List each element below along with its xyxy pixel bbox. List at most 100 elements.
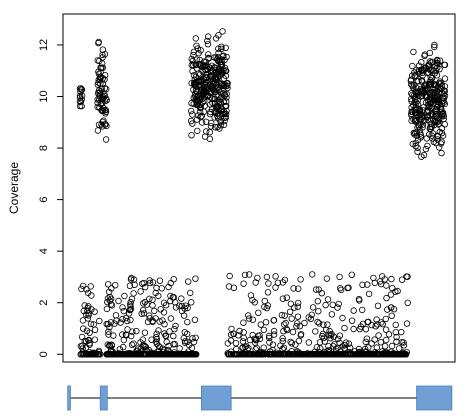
- data-point: [140, 310, 148, 317]
- data-point: [436, 57, 444, 64]
- data-point: [209, 85, 217, 93]
- data-point: [188, 79, 195, 87]
- data-point: [224, 79, 231, 87]
- data-point: [170, 276, 177, 283]
- data-point: [383, 294, 390, 302]
- data-point: [439, 111, 446, 118]
- data-point: [181, 329, 188, 336]
- data-point: [370, 351, 377, 358]
- data-point: [211, 66, 218, 73]
- data-point: [103, 351, 110, 358]
- data-point: [344, 284, 351, 292]
- data-point: [245, 271, 253, 278]
- data-point: [432, 89, 439, 97]
- data-point: [195, 50, 202, 57]
- data-point: [192, 96, 199, 103]
- data-point: [258, 351, 265, 358]
- data-point: [348, 351, 355, 358]
- data-point: [286, 308, 294, 315]
- data-point: [413, 84, 420, 92]
- data-point: [127, 332, 135, 340]
- exon-block: [67, 385, 71, 411]
- data-point: [417, 93, 424, 100]
- data-point: [153, 334, 160, 341]
- data-point: [415, 67, 422, 74]
- data-point: [106, 342, 113, 349]
- data-point: [284, 326, 291, 334]
- data-point: [320, 334, 327, 341]
- data-point: [117, 319, 124, 326]
- y-tick-label: 4: [38, 248, 50, 254]
- data-point: [375, 332, 382, 339]
- data-point: [106, 293, 114, 301]
- data-point: [90, 349, 98, 356]
- data-point: [437, 140, 445, 147]
- data-point: [184, 304, 191, 312]
- data-point: [95, 79, 102, 86]
- data-point: [142, 351, 150, 358]
- data-point: [227, 337, 235, 344]
- data-point: [426, 58, 434, 65]
- data-point: [130, 290, 137, 297]
- data-point: [291, 304, 298, 311]
- data-point: [192, 61, 199, 69]
- data-point: [146, 295, 153, 302]
- data-point: [181, 351, 188, 358]
- data-point: [388, 351, 395, 358]
- data-point: [314, 351, 321, 358]
- data-point: [419, 121, 427, 128]
- data-point: [346, 344, 354, 351]
- data-point: [178, 307, 186, 315]
- data-point: [383, 282, 390, 289]
- y-tick-label: 6: [38, 197, 50, 203]
- data-point: [427, 92, 434, 99]
- data-point: [427, 123, 434, 131]
- data-point: [388, 312, 395, 319]
- data-point: [415, 62, 423, 69]
- data-point: [357, 351, 364, 358]
- data-point: [355, 295, 363, 303]
- data-point: [223, 94, 230, 101]
- data-point: [363, 335, 371, 342]
- data-point: [226, 351, 233, 358]
- data-point: [106, 297, 114, 304]
- data-point: [207, 123, 215, 130]
- data-point: [395, 345, 403, 352]
- data-point: [156, 318, 163, 325]
- data-point: [119, 343, 127, 351]
- data-point: [104, 341, 111, 348]
- data-point: [254, 274, 261, 282]
- data-point: [218, 61, 225, 68]
- data-point: [86, 340, 93, 347]
- data-point: [191, 351, 198, 358]
- data-point: [76, 98, 84, 106]
- data-point: [408, 108, 415, 115]
- data-point: [312, 286, 320, 293]
- data-point: [332, 351, 339, 358]
- data-point: [432, 110, 440, 118]
- data-point: [223, 107, 230, 115]
- data-point: [163, 338, 170, 346]
- data-point: [308, 311, 315, 318]
- data-point: [433, 59, 440, 66]
- data-point: [110, 332, 117, 339]
- data-point: [189, 351, 197, 358]
- data-point: [239, 338, 247, 345]
- data-point: [207, 119, 215, 127]
- data-point: [327, 335, 334, 342]
- data-point: [362, 338, 369, 346]
- data-point: [211, 95, 218, 103]
- data-point: [161, 321, 168, 328]
- data-point: [424, 142, 431, 150]
- data-point: [436, 80, 444, 88]
- data-point: [293, 323, 300, 330]
- data-point: [185, 341, 193, 349]
- data-point: [202, 128, 210, 135]
- data-point: [124, 326, 131, 333]
- data-point: [141, 298, 149, 306]
- data-point: [266, 334, 273, 342]
- data-point: [120, 336, 128, 344]
- data-point: [155, 292, 162, 300]
- data-point: [434, 118, 441, 125]
- data-point: [222, 98, 230, 105]
